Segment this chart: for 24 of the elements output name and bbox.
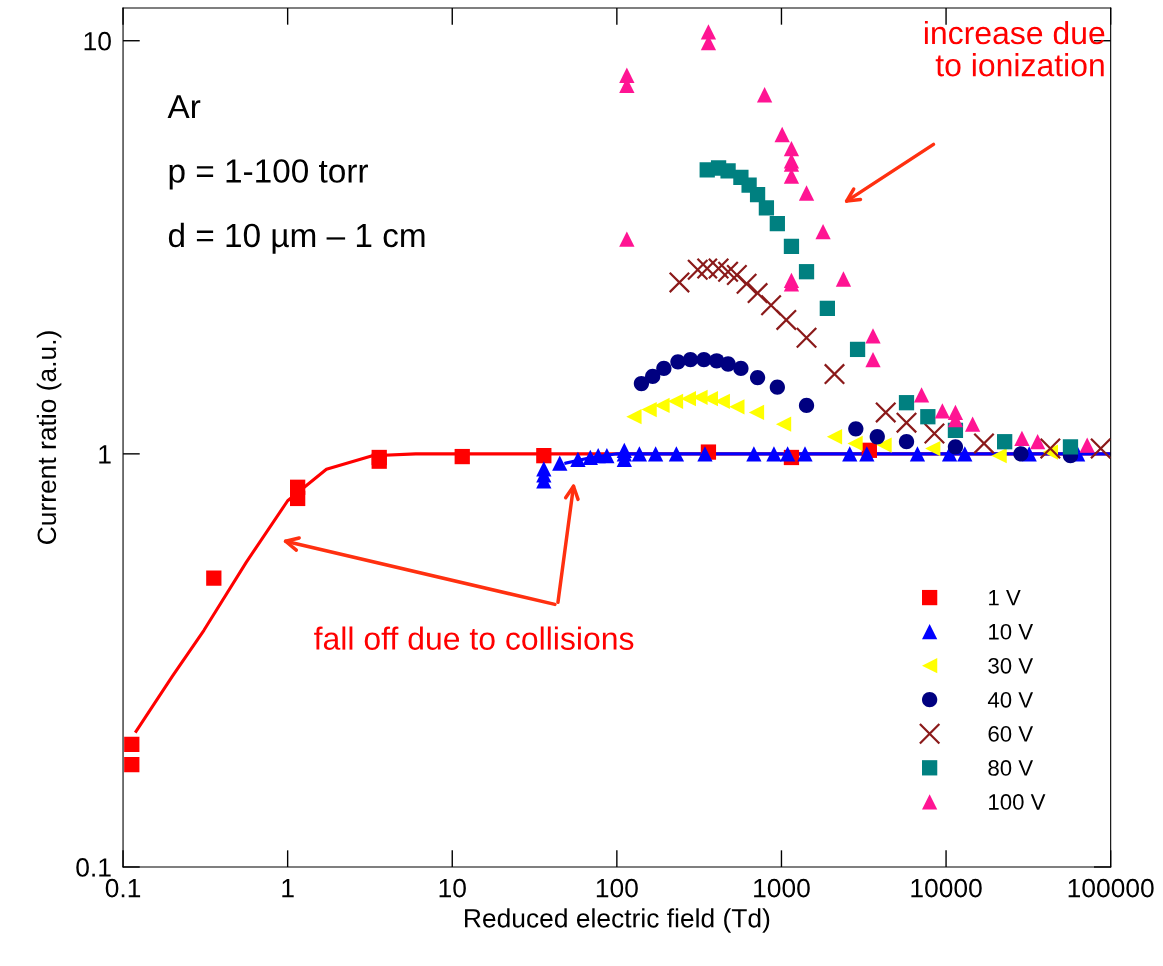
x-axis-title: Reduced electric field (Td) [465, 908, 770, 933]
annotation: fall off due to collisions [314, 626, 634, 650]
legend-label: 40 V [987, 691, 1034, 708]
x-tick-label: 100000 [1068, 878, 1154, 898]
x-tick-label: 0.1 [105, 878, 141, 898]
y-axis-title: Current ratio (a.u.) [36, 331, 62, 544]
y-tick-label: 0.1 [76, 858, 111, 877]
legend-label: 100 V [989, 794, 1046, 810]
x-tick-label: 10000 [911, 878, 982, 898]
legend-label: 1 V [989, 590, 1021, 606]
legend-label: 10 V [989, 623, 1034, 640]
x-tick-label: 10 [439, 878, 466, 898]
annotation: d = 10 µm – 1 cm [168, 222, 425, 254]
legend-label: 80 V [988, 760, 1034, 776]
y-tick-label: 10 [84, 31, 111, 51]
annotation: p = 1-100 torr [169, 159, 368, 190]
x-tick-label: 1000 [754, 878, 810, 898]
legend-label: 60 V [988, 726, 1034, 742]
x-tick-label: 1 [282, 879, 294, 898]
annotation: increase due to ionization [924, 20, 1105, 77]
y-tick-label: 1 [99, 445, 111, 464]
x-tick-label: 100 [596, 878, 638, 898]
legend-label: 30 V [988, 657, 1034, 674]
annotation: Ar [167, 95, 201, 119]
